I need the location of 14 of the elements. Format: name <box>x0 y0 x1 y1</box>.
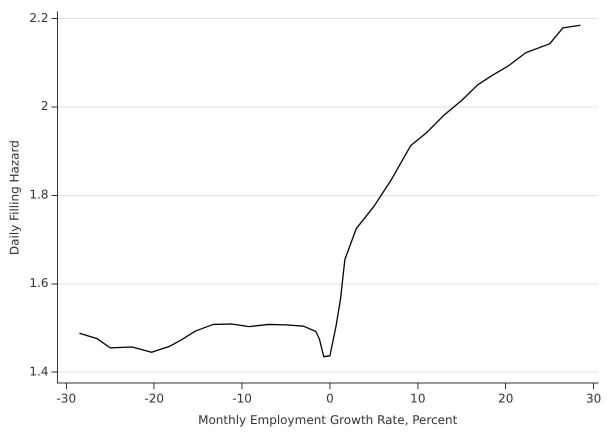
x-tick-label: 10 <box>410 392 426 406</box>
y-tick-label: 2 <box>40 99 48 114</box>
y-tick-label: 1.8 <box>29 188 48 202</box>
y-axis-title: Daily Filling Hazard <box>7 140 22 256</box>
x-tick-label: 30 <box>586 392 602 406</box>
y-tick-label: 1.4 <box>29 364 48 378</box>
x-tick-label: 20 <box>498 392 514 406</box>
x-tick-label: -20 <box>144 392 164 406</box>
x-tick-label: -30 <box>56 392 76 406</box>
y-tick-label: 1.6 <box>29 276 48 290</box>
x-tick-label: -10 <box>232 392 252 406</box>
x-tick-label: 0 <box>326 392 334 406</box>
y-tick-label: 2.2 <box>29 10 48 25</box>
x-axis-title: Monthly Employment Growth Rate, Percent <box>198 412 458 427</box>
